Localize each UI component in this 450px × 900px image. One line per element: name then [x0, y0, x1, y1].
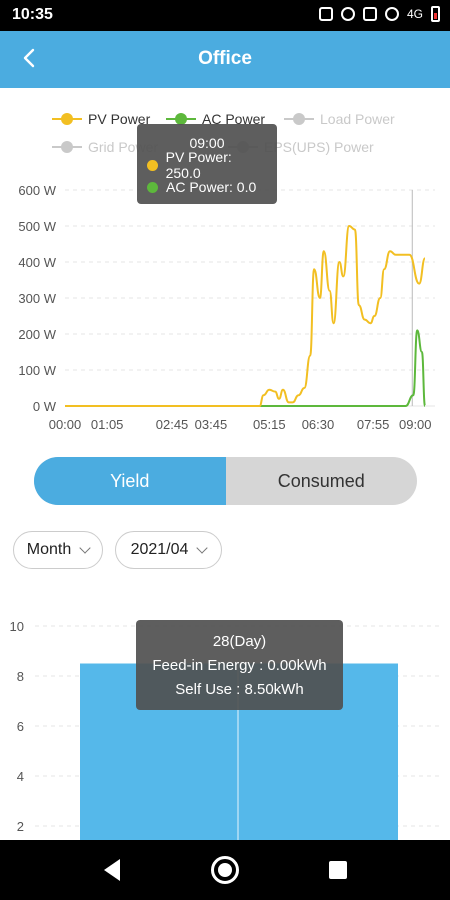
power-line-chart[interactable]: 600 W 500 W 400 W 300 W 200 W 100 W 0 W 00:00 01…: [0, 175, 450, 435]
y-tick-label: 0 W: [33, 399, 57, 414]
app-bar: Office: [0, 31, 450, 88]
chevron-down-icon: [196, 542, 209, 554]
tab-consumed[interactable]: Consumed: [277, 470, 365, 491]
x-tick-label: 03:45: [195, 417, 228, 432]
legend-marker-icon: [284, 113, 314, 125]
legend-label: EPS(UPS) Power: [264, 139, 374, 155]
y-tick-label: 600 W: [18, 183, 56, 198]
y-tick-label: 400 W: [18, 255, 56, 270]
tooltip-time: 09:00: [189, 135, 225, 151]
y-tick-label: 100 W: [18, 363, 56, 378]
nav-home-icon[interactable]: [211, 856, 239, 884]
pv-dot-icon: [147, 159, 158, 171]
legend-pv-power[interactable]: PV Power: [52, 111, 150, 127]
status-bar: 10:35 4G: [0, 0, 450, 31]
chevron-left-icon: [23, 48, 35, 68]
tooltip-feed-in: Feed-in Energy : 0.00kWh: [152, 657, 327, 674]
x-tick-label: 00:00: [49, 417, 82, 432]
x-tick-label: 02:45: [156, 417, 189, 432]
legend-load-power[interactable]: Load Power: [284, 111, 395, 127]
date-select[interactable]: 2021/04: [115, 531, 222, 569]
tooltip-pv-value: PV Power: 250.0: [165, 149, 232, 181]
x-tick-label: 06:30: [302, 417, 335, 432]
network-label: 4G: [406, 7, 423, 21]
alarm-icon: [340, 7, 355, 21]
back-button[interactable]: [14, 43, 44, 73]
period-value: Month: [26, 541, 72, 558]
legend-marker-icon: [52, 141, 82, 153]
period-select[interactable]: Month: [13, 531, 103, 569]
legend-label: AC Power: [202, 111, 266, 127]
battery-icon: [431, 6, 440, 22]
y-tick-label: 4: [17, 769, 24, 784]
y-tick-label: 300 W: [18, 291, 56, 306]
legend-marker-icon: [166, 113, 196, 125]
x-tick-label: 01:05: [91, 417, 124, 432]
vibrate-icon: [362, 7, 377, 21]
y-tick-label: 6: [17, 719, 24, 734]
legend-marker-icon: [52, 113, 82, 125]
x-tick-label: 05:15: [253, 417, 286, 432]
hotspot-icon: [384, 7, 399, 21]
date-value: 2021/04: [130, 541, 189, 558]
y-tick-label: 500 W: [18, 219, 56, 234]
series-line-ac-power: [65, 329, 426, 408]
chevron-down-icon: [79, 542, 91, 554]
legend-ac-power[interactable]: AC Power: [166, 111, 265, 127]
y-tick-label: 8: [17, 669, 24, 684]
yield-tooltip: 28(Day) Feed-in Energy : 0.00kWh Self Us…: [136, 620, 343, 710]
legend-label: Load Power: [320, 111, 395, 127]
tab-yield[interactable]: Yield: [34, 457, 226, 505]
navigation-bar: [0, 840, 450, 900]
tooltip-ac-row: AC Power: 0.0: [147, 176, 267, 198]
tooltip-self-use: Self Use : 8.50kWh: [175, 681, 304, 698]
x-tick-label: 07:55: [357, 417, 390, 432]
y-tick-label: 200 W: [18, 327, 56, 342]
tooltip-ac-value: AC Power: 0.0: [166, 179, 257, 195]
power-tooltip: 09:00 PV Power: 250.0 AC Power: 0.0: [137, 124, 277, 204]
status-time: 10:35: [12, 6, 53, 23]
nav-recents-icon[interactable]: [329, 861, 347, 879]
x-tick-label: 09:00: [399, 417, 432, 432]
nav-back-icon[interactable]: [104, 859, 120, 881]
series-line-pv-power: [65, 224, 426, 407]
y-tick-label: 10: [10, 619, 24, 634]
ac-dot-icon: [147, 181, 158, 193]
tooltip-day: 28(Day): [212, 633, 267, 650]
tooltip-pv-row: PV Power: 250.0: [147, 149, 267, 181]
legend-label: PV Power: [88, 111, 151, 127]
status-icons: 4G: [318, 6, 440, 22]
page-title: Office: [198, 48, 252, 69]
yield-consumed-toggle: Yield Consumed: [34, 457, 417, 505]
y-tick-label: 2: [17, 819, 24, 834]
sim-icon: [318, 7, 333, 21]
